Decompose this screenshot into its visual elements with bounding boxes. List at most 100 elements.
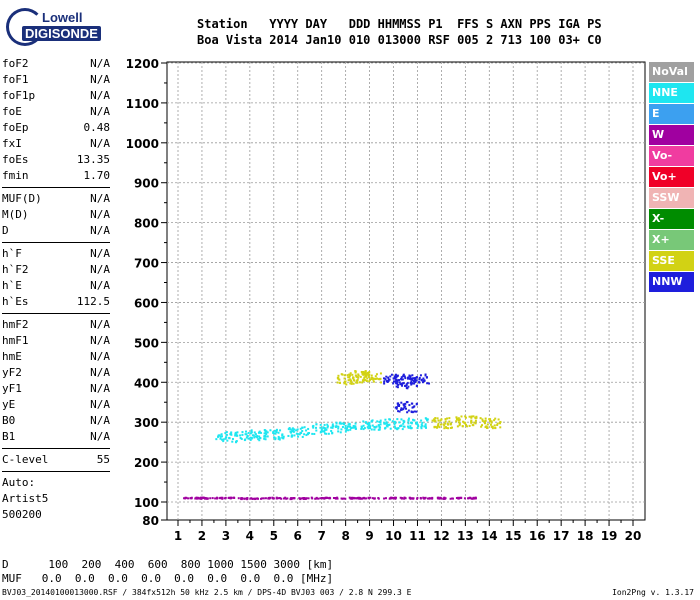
echo-point [415,385,418,388]
echo-point [251,434,254,437]
echo-point [240,497,243,500]
echo-point [218,497,221,500]
echo-point [378,428,381,431]
echo-point [393,425,396,428]
echo-point [247,437,250,440]
echo-point [415,403,418,406]
echo-point [287,428,290,431]
echo-point [368,423,371,426]
echo-point [278,497,281,500]
echo-point [444,422,447,425]
echo-point [425,376,428,379]
echo-point [392,382,395,385]
echo-point [392,377,395,380]
x-tick-label: 3 [222,529,230,543]
echo-point [410,427,413,430]
echo-point [444,418,447,421]
param-label: foF2 [2,57,29,70]
echo-point [220,435,223,438]
plot-frame [166,61,646,521]
echo-point [400,407,403,410]
echo-point [354,427,357,430]
echo-point [362,371,365,374]
echo-point [323,429,326,432]
station-header: Station YYYY DAY DDD HHMMSS P1 FFS S AXN… [197,16,602,48]
echo-point [458,497,461,500]
param-separator [2,471,110,472]
param-separator [2,313,110,314]
echo-point [322,497,325,500]
auto-scaling-text: Artist5 [2,492,49,505]
echo-point [228,496,231,499]
echo-point [256,436,259,439]
legend-item-x-: X- [649,209,694,229]
echo-point [348,496,351,499]
echo-point [279,429,282,432]
header-line-2: Boa Vista 2014 Jan10 010 013000 RSF 005 … [197,33,602,47]
echo-point [296,428,299,431]
param-separator [2,242,110,243]
echo-point [458,422,461,425]
echo-point [425,426,428,429]
echo-point [386,423,389,426]
echo-point [366,422,369,425]
echo-point [390,373,393,376]
param-label: h`Es [2,295,29,308]
auto-scaling-text: Auto: [2,476,36,489]
echo-point [301,435,304,438]
echo-point [275,431,278,434]
echo-point [291,497,294,500]
echo-point [340,422,343,425]
echo-point [214,497,217,500]
echo-point [372,380,375,383]
echo-point [185,496,188,499]
echo-point [402,425,405,428]
echo-point [215,438,218,441]
echo-point [470,416,473,419]
echo-point [412,497,415,500]
echo-point [400,424,403,427]
echo-point [205,497,208,500]
param-row: foF2 N/A [2,56,110,72]
echo-point [347,379,350,382]
echo-point [396,386,399,389]
echo-point [273,429,276,432]
echo-point [436,424,439,427]
echo-point [223,497,226,500]
echo-point [301,430,304,433]
echo-point [335,421,338,424]
param-value: N/A [90,89,110,102]
echo-point [403,404,406,407]
echo-point [468,415,471,418]
echo-point [298,433,301,436]
echo-point [444,497,447,500]
echo-point [388,423,391,426]
echo-point [444,420,447,423]
echo-point [455,420,458,423]
echo-point [385,375,388,378]
echo-point [354,371,357,374]
param-row: B1 N/A [2,429,110,445]
param-row: hmF1 N/A [2,333,110,349]
echo-point [300,432,303,435]
echo-point [260,497,263,500]
x-tick-label: 10 [385,529,402,543]
echo-point [315,423,318,426]
echo-point [357,373,360,376]
echo-point [326,496,329,499]
echo-point [367,424,370,427]
echo-point [249,497,252,500]
echo-point [486,426,489,429]
echo-point [404,384,407,387]
param-row: h`F2 N/A [2,262,110,278]
echo-point [322,426,325,429]
echo-point [468,424,471,427]
y-tick-label: 80 [142,514,159,528]
echo-point [263,432,266,435]
legend-item-vo-: Vo+ [649,167,694,187]
echo-point [460,497,463,500]
echo-point [438,426,441,429]
echo-point [418,378,421,381]
echo-point [398,381,401,384]
echo-point [272,430,275,433]
